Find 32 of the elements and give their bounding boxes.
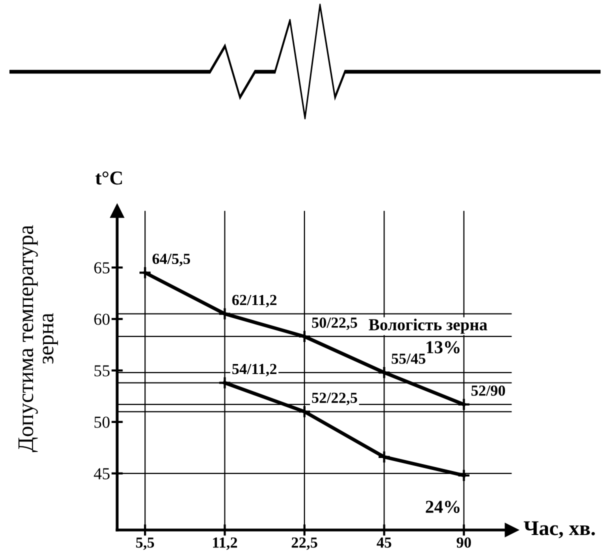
point xyxy=(378,450,391,464)
point xyxy=(298,330,312,344)
point xyxy=(298,405,312,418)
series-label: 24% xyxy=(426,500,460,513)
annotation: 54/11,2 xyxy=(232,364,276,376)
annotation: Вологість зерна xyxy=(368,318,488,334)
annotation: 62/11,2 xyxy=(232,294,276,308)
y-tick-label: 55 xyxy=(94,365,110,376)
y-tick-label: 60 xyxy=(94,314,110,325)
y-tick-label: 50 xyxy=(94,416,110,428)
x-tick-label: 45 xyxy=(376,538,392,548)
point xyxy=(457,398,470,412)
annotation: 64/5,5 xyxy=(152,254,190,266)
series-label: 13% xyxy=(426,341,460,354)
x-tick-label: 90 xyxy=(456,537,471,548)
point xyxy=(138,266,152,280)
annotation: 50/22,5 xyxy=(312,318,358,330)
x-axis-title: Час, хв. xyxy=(524,521,595,538)
y-axis-title: Допустима температура зерна xyxy=(18,225,58,452)
annotation: 52/90 xyxy=(471,385,506,396)
x-tick-label: 22,5 xyxy=(292,537,318,550)
annotation: 55/45 xyxy=(392,354,426,364)
point xyxy=(218,307,232,320)
point xyxy=(457,468,470,482)
annotation: 52/22,5 xyxy=(312,392,358,406)
y2-axis-title: t°C xyxy=(95,171,122,185)
y-tick-label: 45 xyxy=(94,468,110,480)
point xyxy=(378,366,391,380)
x-tick-label: 5,5 xyxy=(136,538,154,550)
x-tick-label: 11,2 xyxy=(213,537,238,550)
point xyxy=(218,376,232,390)
y-tick-label: 65 xyxy=(94,262,110,274)
